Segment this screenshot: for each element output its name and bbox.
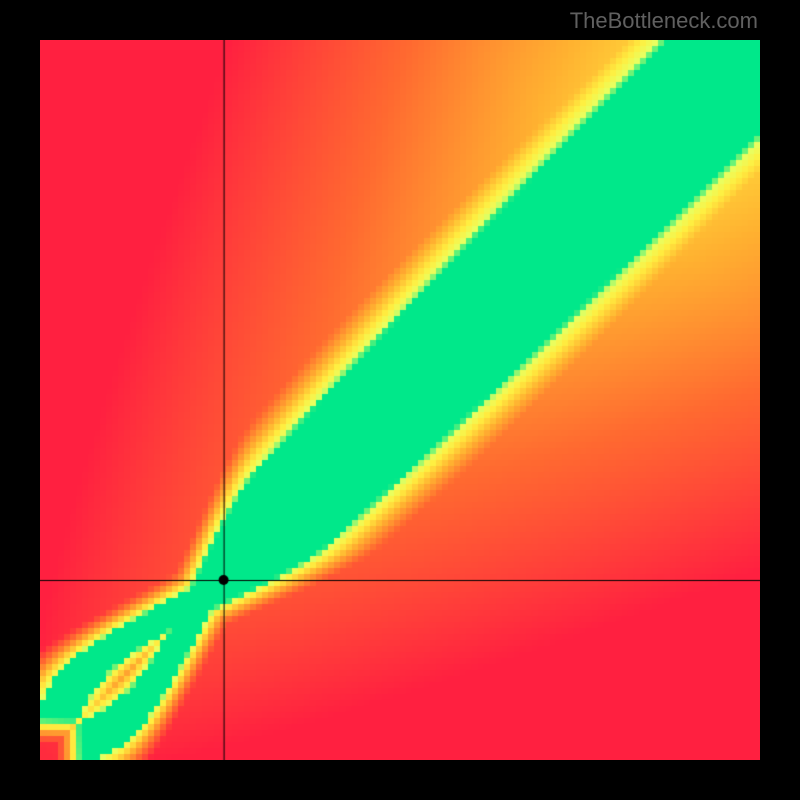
- bottleneck-heatmap: [40, 40, 760, 760]
- watermark-text: TheBottleneck.com: [570, 8, 758, 34]
- chart-container: TheBottleneck.com: [0, 0, 800, 800]
